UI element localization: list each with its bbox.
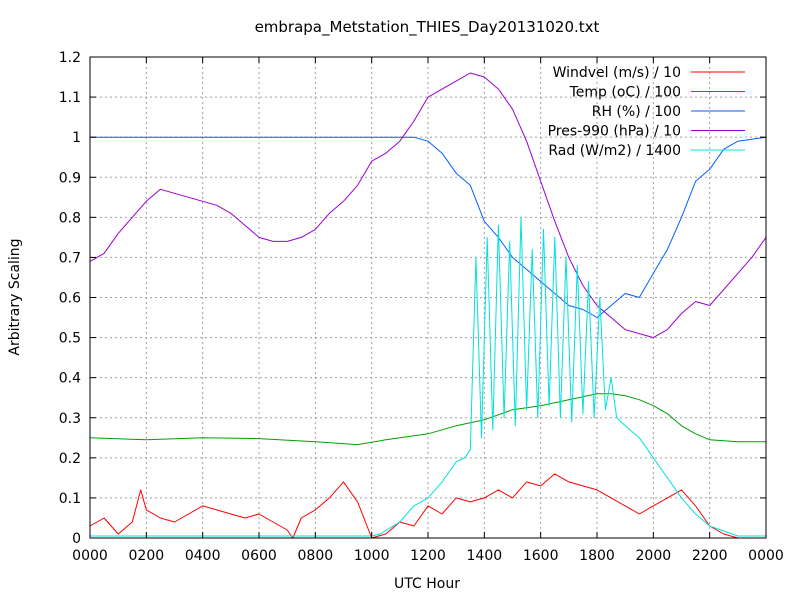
y-tick-label: 0.8	[59, 210, 81, 226]
y-tick-label: 0.6	[59, 291, 81, 307]
y-tick-label: 0.4	[59, 371, 81, 387]
x-tick-label: 1800	[579, 548, 615, 564]
chart-title: embrapa_Metstation_THIES_Day20131020.txt	[255, 18, 600, 37]
legend: Windvel (m/s) / 10 Temp (oC) / 100 RH (%) …	[548, 65, 745, 159]
legend-label: Temp (oC) / 100	[569, 85, 681, 101]
x-axis-ticks: 0000 0200 0400 0600 0800 1000 1200 1400 1600 1800…	[72, 57, 784, 564]
y-tick-label: 1.2	[59, 50, 81, 66]
series-line-pres-990-hpa-10	[89, 72, 767, 339]
y-tick-label: 1.1	[59, 90, 81, 106]
legend-label: Windvel (m/s) / 10	[553, 65, 681, 81]
y-tick-label: 1	[72, 130, 81, 146]
x-tick-label: 1400	[467, 548, 503, 564]
legend-label: Pres-990 (hPa) / 10	[548, 124, 681, 140]
x-tick-label: 0600	[241, 548, 277, 564]
series-line-rh-100	[90, 136, 767, 318]
y-axis-ticks: 0 0.1 0.2 0.3 0.4 0.5 0.6 0.7 0.8 0.9 1 1.1 1.2	[59, 50, 766, 547]
series-line-rad-w-m2-1400	[90, 216, 766, 537]
y-tick-label: 0.7	[59, 250, 81, 266]
legend-label: RH (%) / 100	[592, 104, 681, 120]
y-tick-label: 0.9	[59, 170, 81, 186]
x-axis-label: UTC Hour	[394, 576, 460, 592]
y-tick-label: 0.1	[59, 491, 81, 507]
x-tick-label: 2000	[636, 548, 672, 564]
legend-label: Rad (W/m2) / 1400	[548, 143, 681, 159]
y-tick-label: 0	[72, 531, 81, 547]
plot-area	[89, 72, 767, 539]
x-tick-label: 0400	[185, 548, 221, 564]
x-tick-label: 1200	[410, 548, 446, 564]
x-tick-label: 2200	[692, 548, 728, 564]
x-tick-label: 0200	[129, 548, 165, 564]
x-tick-label: 0000	[72, 548, 108, 564]
x-tick-label: 0800	[298, 548, 334, 564]
series-line-temp-oc-100	[89, 393, 766, 446]
y-tick-label: 0.5	[59, 331, 81, 347]
x-tick-label: 1000	[354, 548, 390, 564]
x-tick-label: 0000	[748, 548, 784, 564]
x-tick-label: 1600	[523, 548, 559, 564]
y-tick-label: 0.2	[59, 451, 81, 467]
series-line-windvel-m-s-10	[89, 473, 766, 539]
y-axis-label: Arbitrary Scaling	[7, 238, 23, 355]
y-tick-label: 0.3	[59, 411, 81, 427]
